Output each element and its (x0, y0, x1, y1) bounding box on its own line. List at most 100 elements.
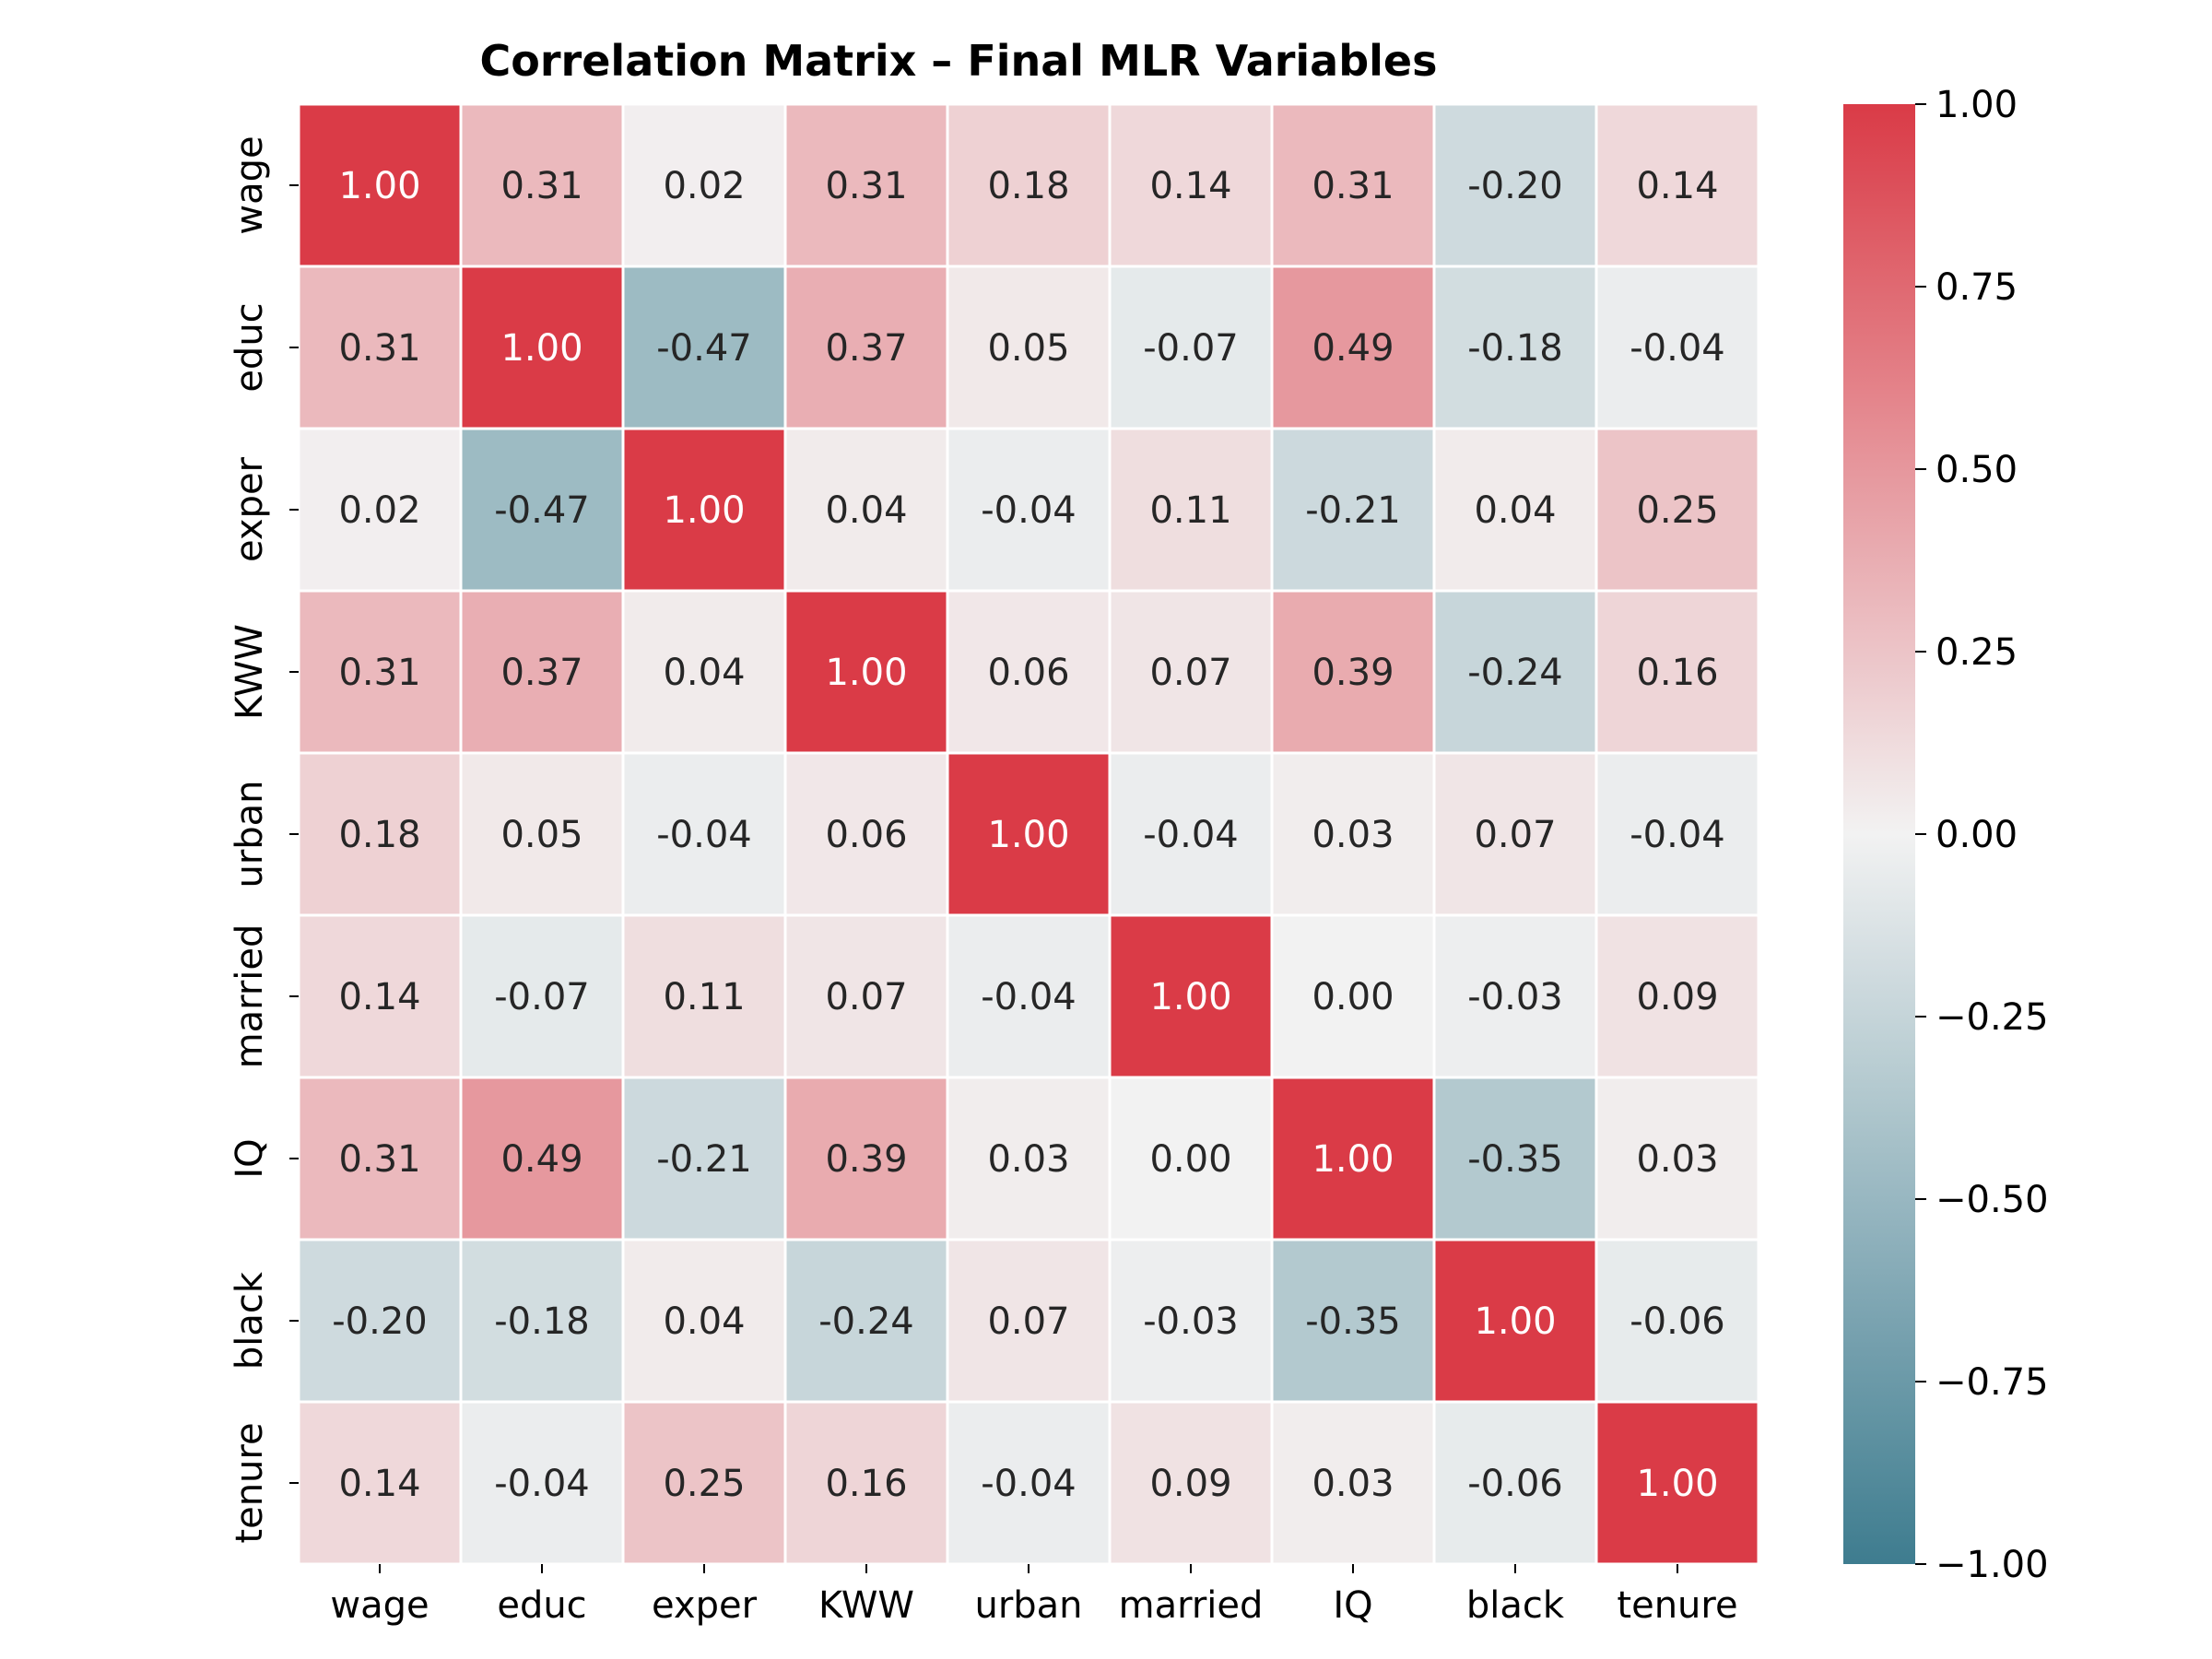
heatmap-cell-kww-wage (297, 589, 463, 755)
cell-value-label: 1.00 (1312, 1138, 1394, 1181)
y-tick-label-tenure: tenure (229, 1422, 271, 1543)
colorbar-tick-label: −1.00 (1936, 1544, 2049, 1586)
heatmap-cell-tenure-married (1108, 1400, 1274, 1566)
cell-value-label: -0.24 (818, 1300, 914, 1343)
heatmap-cell-married-kww (783, 913, 949, 1079)
x-tick-label-married: married (1119, 1584, 1264, 1627)
cell-value-label: 0.09 (1149, 1463, 1231, 1505)
heatmap-cell-married-wage (297, 913, 463, 1079)
cell-value-label: 1.00 (1474, 1300, 1556, 1343)
cell-value-label: -0.20 (1467, 165, 1563, 207)
heatmap-cell-married-urban (946, 913, 1112, 1079)
cell-value-label: 0.07 (825, 976, 907, 1018)
heatmap-cell-black-tenure (1594, 1238, 1760, 1404)
heatmap-cell-iq-educ (459, 1076, 625, 1241)
y-tick-label-educ: educ (229, 302, 271, 392)
heatmap-cell-urban-iq (1270, 751, 1436, 917)
heatmap-cell-black-kww (783, 1238, 949, 1404)
cell-value-label: 1.00 (663, 489, 745, 532)
colorbar-tick-label: 0.00 (1936, 814, 2018, 856)
cell-value-label: 0.25 (1636, 489, 1718, 532)
cell-value-label: 0.16 (825, 1463, 907, 1505)
heatmap-cell-exper-wage (297, 427, 463, 593)
heatmap-cell-tenure-kww (783, 1400, 949, 1566)
cell-value-label: 0.37 (825, 327, 907, 370)
x-tick-label-kww: KWW (818, 1584, 914, 1627)
cell-value-label: 0.16 (1636, 652, 1718, 694)
cell-value-label: 0.49 (500, 1138, 582, 1181)
cell-value-label: 0.04 (1474, 489, 1556, 532)
heatmap-cell-educ-tenure (1594, 265, 1760, 430)
heatmap-cell-urban-wage (297, 751, 463, 917)
colorbar-tick-label: 0.75 (1936, 266, 2018, 309)
x-tick-label-iq: IQ (1333, 1584, 1372, 1627)
cell-value-label: 0.14 (338, 976, 420, 1018)
cell-value-label: -0.18 (494, 1300, 590, 1343)
cell-value-label: -0.47 (494, 489, 590, 532)
heatmap-cell-wage-black (1432, 102, 1598, 268)
cell-value-label: 0.02 (338, 489, 420, 532)
colorbar-tick-label: −0.50 (1936, 1179, 2049, 1221)
heatmap-cell-exper-kww (783, 427, 949, 593)
cell-value-label: 0.00 (1312, 976, 1394, 1018)
heatmap-cell-iq-iq (1270, 1076, 1436, 1241)
cell-value-label: -0.21 (656, 1138, 752, 1181)
cell-value-label: 0.25 (663, 1463, 745, 1505)
heatmap-cell-exper-exper (621, 427, 787, 593)
cell-value-label: 0.18 (987, 165, 1069, 207)
cell-value-label: -0.47 (656, 327, 752, 370)
cell-value-label: 0.11 (663, 976, 745, 1018)
cell-value-label: 0.06 (987, 652, 1069, 694)
y-tick-label-black: black (229, 1271, 271, 1370)
cell-value-label: -0.21 (1305, 489, 1401, 532)
heatmap-cell-tenure-tenure (1594, 1400, 1760, 1566)
heatmap-cell-wage-educ (459, 102, 625, 268)
heatmap-cell-iq-urban (946, 1076, 1112, 1241)
heatmap-cell-educ-iq (1270, 265, 1436, 430)
cell-value-label: 0.03 (1312, 814, 1394, 856)
cell-value-label: 0.37 (500, 652, 582, 694)
heatmap-cell-tenure-educ (459, 1400, 625, 1566)
x-tick-label-black: black (1466, 1584, 1565, 1627)
colorbar-tick-label: 1.00 (1936, 84, 2018, 126)
x-tick-label-exper: exper (652, 1584, 758, 1627)
cell-value-label: -0.04 (981, 1463, 1077, 1505)
cell-value-label: 0.07 (987, 1300, 1069, 1343)
cell-value-label: 0.03 (1636, 1138, 1718, 1181)
heatmap-cell-exper-urban (946, 427, 1112, 593)
heatmap-cell-urban-exper (621, 751, 787, 917)
heatmap-cell-educ-urban (946, 265, 1112, 430)
heatmap-cell-tenure-iq (1270, 1400, 1436, 1566)
heatmap-cell-black-married (1108, 1238, 1274, 1404)
colorbar-tick-label: 0.25 (1936, 631, 2018, 674)
cell-value-label: -0.07 (1143, 327, 1239, 370)
cell-value-label: 0.02 (663, 165, 745, 207)
cell-value-label: 0.06 (825, 814, 907, 856)
cell-value-label: 0.00 (1149, 1138, 1231, 1181)
cell-value-label: 0.05 (500, 814, 582, 856)
heatmap-cell-kww-educ (459, 589, 625, 755)
heatmap-cell-educ-wage (297, 265, 463, 430)
cell-value-label: 0.31 (338, 327, 420, 370)
heatmap-cell-kww-kww (783, 589, 949, 755)
cell-value-label: 0.39 (1312, 652, 1394, 694)
y-tick-label-wage: wage (229, 135, 271, 234)
cell-value-label: 0.03 (987, 1138, 1069, 1181)
heatmap-cell-black-wage (297, 1238, 463, 1404)
cell-value-label: -0.04 (1630, 814, 1725, 856)
heatmap-cell-educ-exper (621, 265, 787, 430)
cell-value-label: -0.24 (1467, 652, 1563, 694)
heatmap-cell-exper-iq (1270, 427, 1436, 593)
cell-value-label: -0.04 (656, 814, 752, 856)
heatmap-cell-married-married (1108, 913, 1274, 1079)
cell-value-label: 0.14 (1149, 165, 1231, 207)
heatmap-cell-black-urban (946, 1238, 1112, 1404)
colorbar-tick-label: −0.25 (1936, 996, 2049, 1039)
cell-value-label: -0.04 (981, 976, 1077, 1018)
cell-value-label: 0.14 (1636, 165, 1718, 207)
colorbar-tick-label: −0.75 (1936, 1361, 2049, 1404)
cell-value-label: 1.00 (1149, 976, 1231, 1018)
x-tick-label-wage: wage (330, 1584, 429, 1627)
colorbar-tick-label: 0.50 (1936, 449, 2018, 491)
